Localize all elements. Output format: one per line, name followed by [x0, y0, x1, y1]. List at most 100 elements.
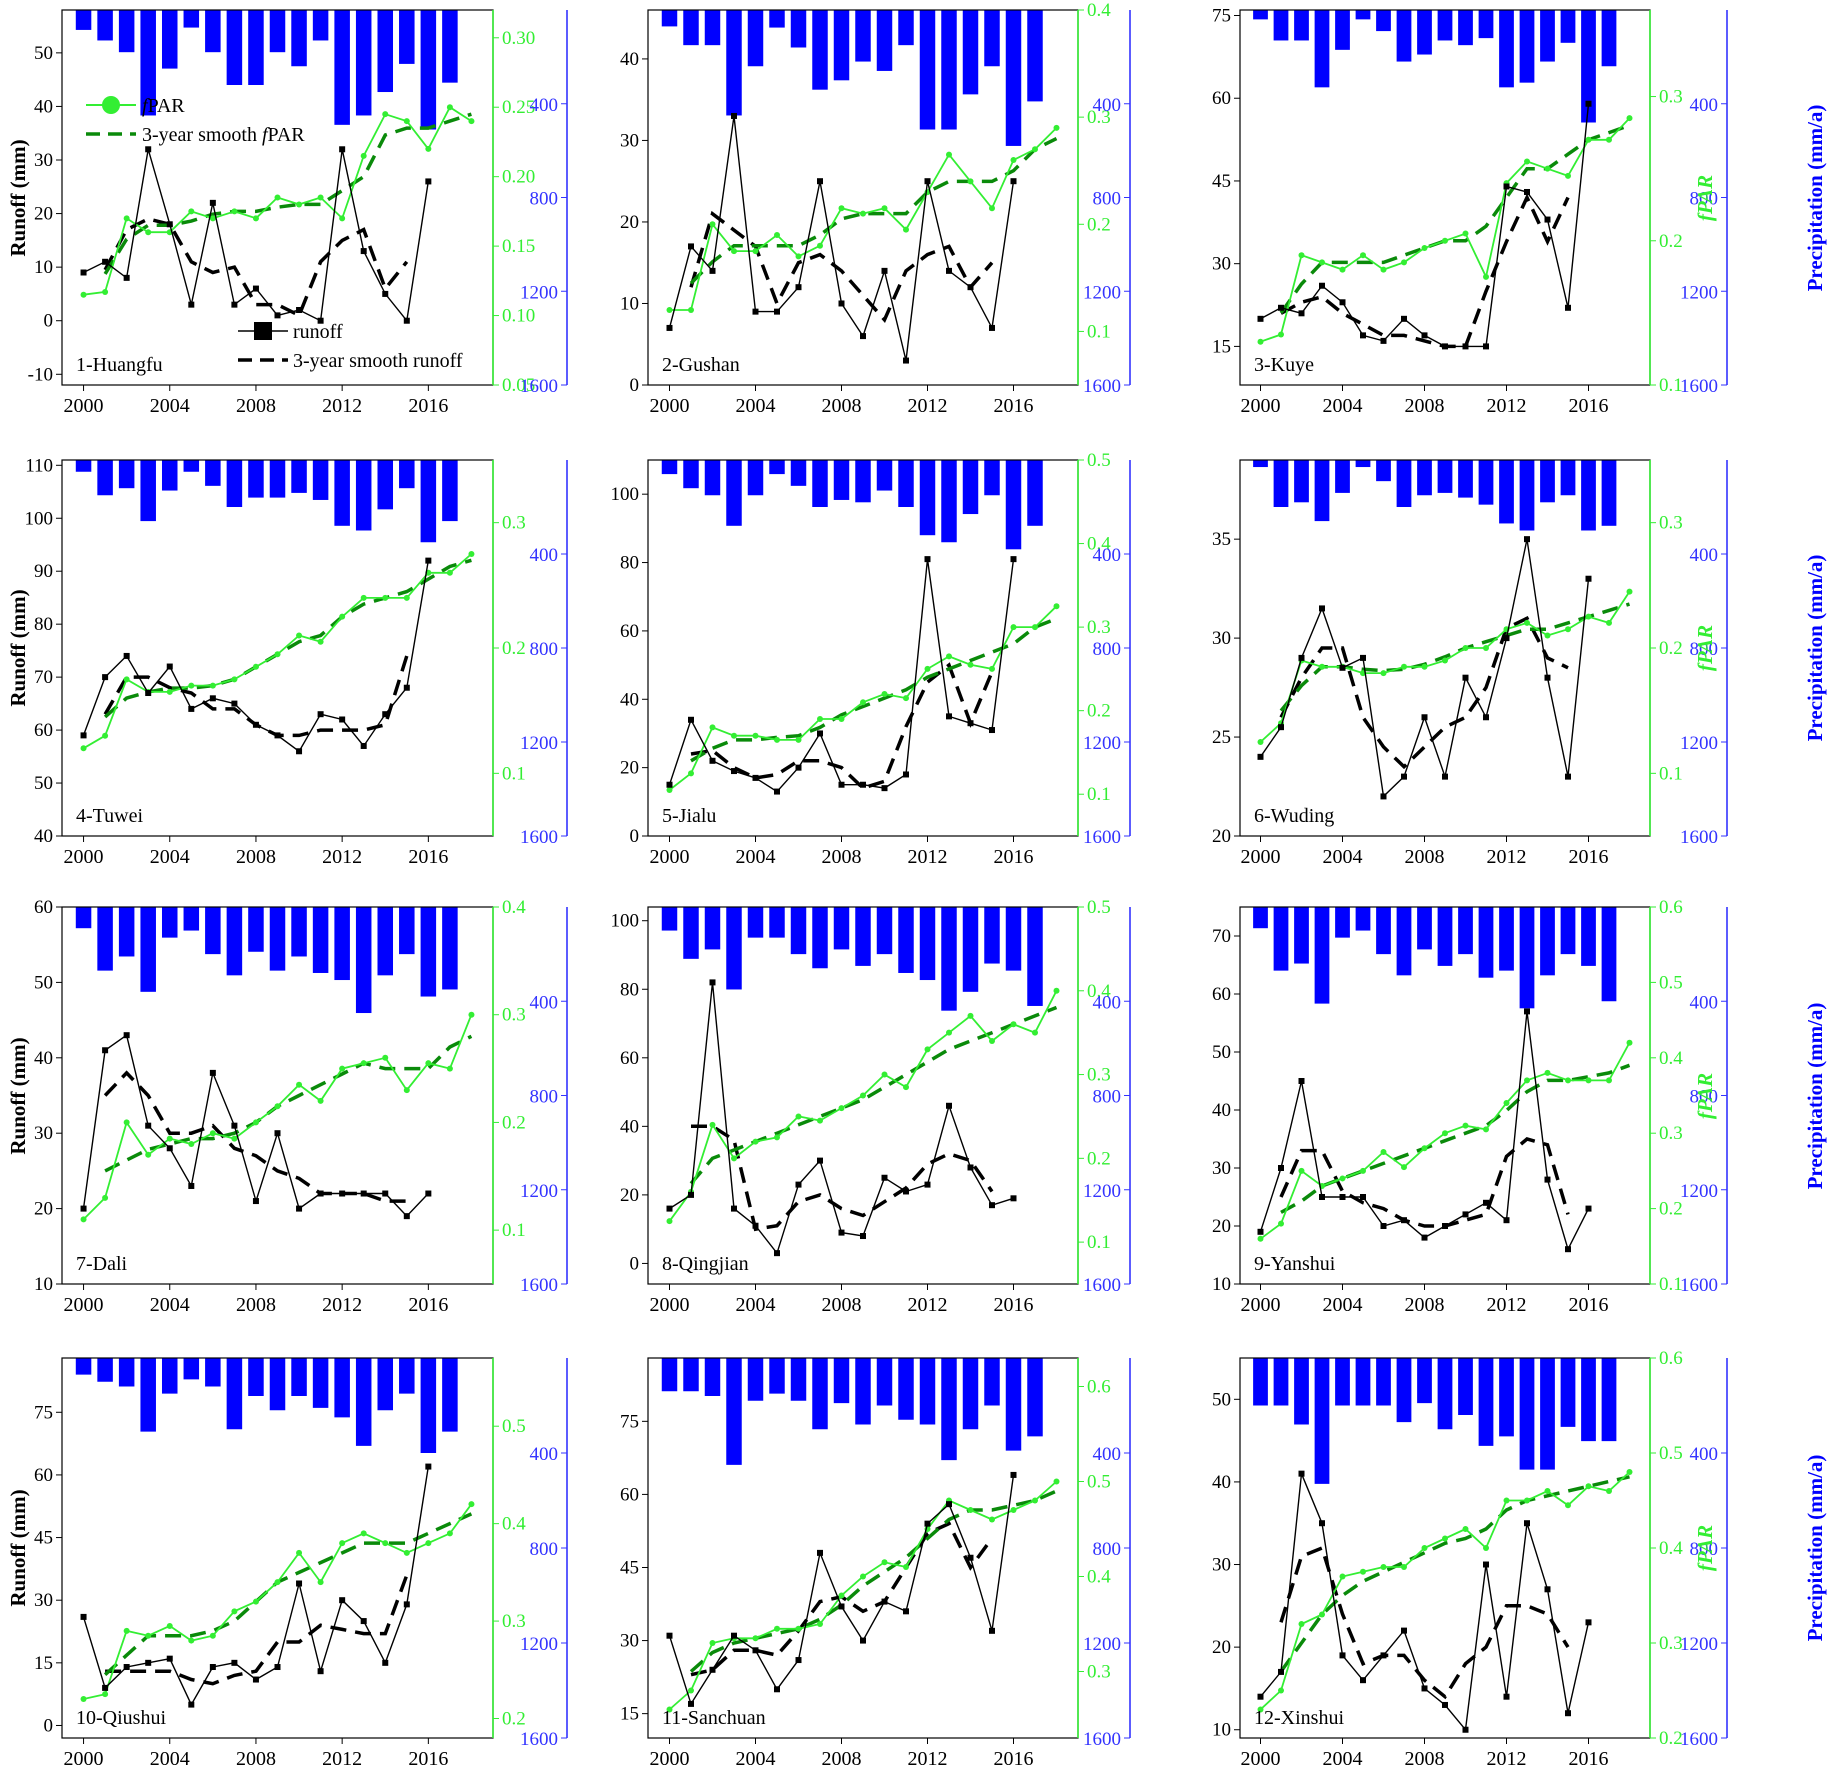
runoff-point	[1401, 1217, 1407, 1224]
runoff-point	[709, 979, 716, 986]
precip-tick-label: 1200	[1083, 1181, 1121, 1202]
precip-bar	[205, 1358, 221, 1387]
runoff-point	[1524, 188, 1530, 195]
fpar-point	[1278, 1220, 1284, 1227]
runoff-point	[1544, 1176, 1551, 1183]
precip-bar	[75, 10, 92, 30]
precip-bar	[962, 907, 979, 992]
runoff-point	[1565, 1710, 1571, 1717]
x-tick-label: 2004	[150, 1294, 190, 1316]
precip-bar	[399, 460, 415, 489]
fpar-point	[881, 1071, 888, 1078]
fpar-point	[881, 205, 888, 212]
runoff-point	[102, 1684, 109, 1691]
precip-bar	[726, 907, 742, 990]
precip-bar	[205, 907, 221, 955]
fpar-tick-label: 0.3	[502, 1005, 526, 1026]
precip-bar	[1355, 10, 1371, 20]
runoff-point	[1585, 1205, 1592, 1212]
runoff-tick-label: 60	[1212, 88, 1231, 109]
fpar-tick-label: 0.4	[1087, 1567, 1111, 1588]
runoff-point	[231, 700, 238, 707]
basin-label: 3-Kuye	[1254, 354, 1314, 376]
runoff-point	[145, 1122, 152, 1129]
runoff-point	[774, 788, 780, 795]
precip-bar	[161, 10, 178, 69]
runoff-point	[166, 663, 173, 670]
runoff-tick-label: 0	[630, 375, 640, 396]
legend-fpar-marker	[102, 96, 120, 114]
fpar-point	[425, 1540, 432, 1547]
runoff-tick-label: 20	[1212, 826, 1231, 847]
runoff-point	[166, 1145, 173, 1152]
precip-bar	[248, 907, 264, 952]
x-tick-label: 2012	[908, 1294, 948, 1316]
fpar-point	[795, 736, 802, 743]
fpar-tick-label: 0.15	[502, 236, 535, 257]
runoff-point	[709, 267, 716, 274]
fpar-point	[1544, 1069, 1551, 1076]
precip-bar	[1253, 460, 1268, 468]
precip-tick-label: 800	[530, 1539, 559, 1560]
basin-label: 2-Gushan	[662, 354, 740, 376]
precip-bar	[769, 907, 785, 938]
runoff-point	[403, 317, 410, 324]
runoff-tick-label: 20	[34, 1199, 53, 1220]
fpar-axis-title: fPAR	[1693, 625, 1717, 671]
runoff-tick-label: 10	[34, 1274, 53, 1295]
runoff-smooth-line	[690, 1521, 994, 1677]
precip-bar	[1458, 1358, 1473, 1415]
runoff-tick-label: 25	[1212, 727, 1231, 748]
fpar-point	[1483, 273, 1489, 280]
precip-bar	[161, 907, 178, 938]
precip-tick-label: 800	[530, 1087, 559, 1108]
fpar-point	[989, 1038, 995, 1045]
fpar-tick-label: 0.3	[502, 513, 526, 534]
fpar-point	[446, 569, 453, 576]
runoff-point	[1278, 724, 1284, 731]
runoff-point	[1483, 1561, 1489, 1568]
precip-bar	[919, 460, 936, 536]
runoff-point	[1442, 343, 1448, 350]
precip-bar	[1581, 10, 1596, 123]
precip-bar	[420, 10, 437, 130]
precip-bar	[205, 460, 221, 486]
runoff-tick-label: 20	[1212, 1637, 1231, 1658]
precip-bar	[1437, 907, 1453, 966]
x-tick-label: 2008	[1405, 395, 1445, 417]
runoff-tick-label: 15	[34, 1653, 53, 1674]
precip-tick-label: 1200	[1680, 733, 1718, 754]
runoff-point	[1319, 1194, 1325, 1200]
legend-fpar-smooth-a: 3-year smooth	[142, 124, 262, 146]
fpar-point	[1503, 1497, 1510, 1504]
fpar-point	[102, 1691, 109, 1698]
runoff-point	[1339, 1652, 1346, 1659]
precip-bar	[790, 460, 807, 486]
fpar-tick-label: 0.6	[1659, 1348, 1683, 1369]
precip-bar	[1294, 907, 1309, 964]
precip-bar	[726, 10, 742, 116]
fpar-point	[166, 1135, 173, 1142]
x-tick-label: 2000	[650, 846, 690, 868]
fpar-point	[1462, 230, 1469, 237]
fpar-tick-label: 0.2	[1659, 1728, 1683, 1749]
fpar-point	[774, 1625, 780, 1632]
runoff-point	[1380, 1223, 1387, 1229]
runoff-tick-label: 45	[620, 1557, 639, 1578]
fpar-point	[989, 205, 995, 212]
runoff-point	[838, 1603, 845, 1610]
precip-bar	[377, 10, 394, 93]
runoff-point	[795, 764, 802, 771]
fpar-tick-label: 0.5	[502, 1416, 526, 1437]
precip-bar	[1005, 1358, 1022, 1451]
fpar-point	[102, 1194, 109, 1201]
precip-tick-label: 1600	[1083, 1729, 1121, 1750]
fpar-point	[1401, 259, 1407, 266]
runoff-point	[80, 1205, 87, 1212]
x-tick-label: 2000	[650, 1294, 690, 1316]
fpar-tick-label: 0.1	[1659, 763, 1683, 784]
x-tick-label: 2000	[64, 1294, 104, 1316]
precip-bar	[876, 10, 893, 71]
fpar-point	[1010, 1507, 1017, 1513]
precip-bar	[747, 1358, 764, 1401]
